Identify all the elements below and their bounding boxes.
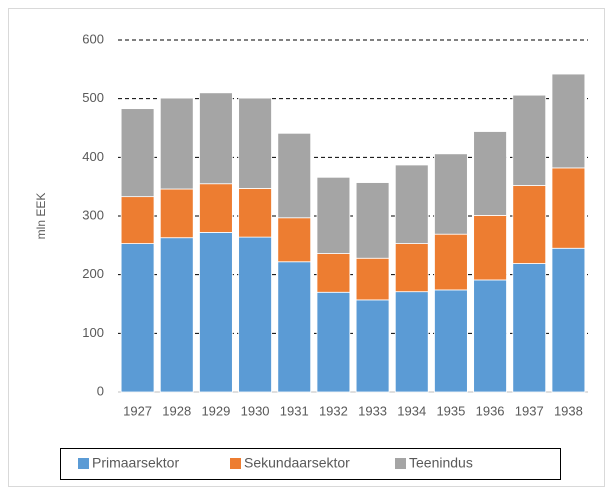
y-tick-label: 200 [82,266,104,281]
bar-segment [355,257,390,301]
bar-segment [394,291,429,393]
bar-segment [238,188,272,238]
y-tick-label: 500 [82,90,104,105]
legend-box [60,448,561,480]
bar-segment [120,196,155,244]
bar-segment [199,232,233,393]
bar-segment [238,236,272,393]
bar-segment [277,132,312,219]
bar-segment [238,97,272,189]
bar-segment [434,233,468,291]
bar-segment [120,243,155,393]
y-axis-label: mln EEK [34,193,48,240]
legend-swatch [78,458,89,469]
x-tick-label: 1937 [515,403,544,418]
x-tick-label: 1932 [319,403,348,418]
bar-segment [355,182,390,259]
bar-segment [277,261,312,393]
bar-segment [512,94,547,186]
x-tick-label: 1928 [162,403,191,418]
bar-segment [473,215,507,281]
bar-segment [316,176,351,254]
x-tick-label: 1927 [123,403,152,418]
bar-segment [316,253,351,293]
legend-swatch [230,458,241,469]
legend-label: Sekundaarsektor [244,455,350,471]
x-tick-label: 1931 [280,403,309,418]
x-tick-label: 1929 [201,403,230,418]
bar-segment [473,131,507,216]
y-tick-label: 0 [97,383,104,398]
bar-segment [394,243,429,293]
legend-swatch [395,458,406,469]
bar-segment [512,263,547,393]
legend-label: Teenindus [409,455,473,471]
bar-segment [159,188,194,239]
bar-segment [277,217,312,263]
bar-segment [551,167,586,249]
bar-segment [434,153,468,235]
y-tick-label: 600 [82,31,104,46]
bar-segment [355,299,390,393]
bar-segment [394,164,429,244]
x-tick-label: 1935 [436,403,465,418]
bar-segment [159,237,194,393]
bar-segment [159,97,194,190]
x-tick-label: 1934 [397,403,426,418]
bar-segment [120,108,155,198]
bar-segment [434,289,468,393]
bar-segment [512,185,547,264]
bar-segment [316,291,351,393]
legend-label: Primaarsektor [92,455,179,471]
x-tick-label: 1933 [358,403,387,418]
bar-segment [551,73,586,169]
bar-segment [199,183,233,233]
bar-segment [473,279,507,393]
y-tick-label: 300 [82,207,104,222]
x-tick-label: 1938 [554,403,583,418]
x-tick-label: 1936 [476,403,505,418]
y-tick-label: 400 [82,149,104,164]
y-tick-label: 100 [82,325,104,340]
bar-segment [199,92,233,185]
x-tick-label: 1930 [241,403,270,418]
bar-segment [551,247,586,393]
